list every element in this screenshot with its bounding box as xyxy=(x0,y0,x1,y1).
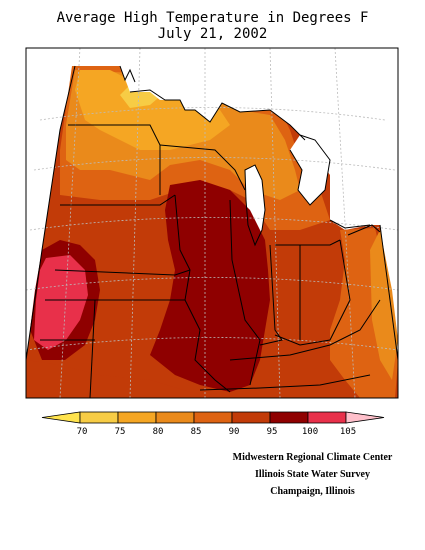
legend-tick-label: 105 xyxy=(340,427,356,437)
temp-zone-80-east xyxy=(370,230,398,380)
legend-tick-label: 95 xyxy=(267,427,278,437)
credit-line-3: Champaign, Illinois xyxy=(270,486,355,497)
credit-line-1: Midwestern Regional Climate Center xyxy=(232,452,393,463)
coastlines xyxy=(119,65,371,247)
legend-swatch xyxy=(307,411,347,424)
legend-swatch xyxy=(41,411,81,424)
temp-zone-95 xyxy=(150,180,270,392)
legend-swatch xyxy=(79,411,119,424)
legend-swatch xyxy=(117,411,157,424)
lake-superior xyxy=(120,66,330,150)
legend-tick-label: 90 xyxy=(229,427,240,437)
legend-swatch xyxy=(155,411,195,424)
legend-swatch xyxy=(231,411,271,424)
legend-tick-label: 80 xyxy=(153,427,164,437)
credit-line-2: Illinois State Water Survey xyxy=(255,469,370,480)
legend-labels: 70 75 80 85 90 95 100 105 xyxy=(77,427,357,437)
legend-tick-label: 100 xyxy=(302,427,318,437)
legend-swatch xyxy=(345,411,385,424)
map-date: July 21, 2002 xyxy=(157,26,268,42)
legend-color-bar xyxy=(41,411,385,424)
legend-swatch xyxy=(269,411,309,424)
legend-tick-label: 75 xyxy=(115,427,126,437)
legend-swatch xyxy=(193,411,233,424)
map-frame xyxy=(25,47,399,399)
lake-huron xyxy=(290,135,330,205)
eastern-canada xyxy=(320,66,398,230)
state-borders xyxy=(40,124,381,398)
temp-zone-70 xyxy=(75,70,230,150)
temp-zone-100 xyxy=(34,255,88,350)
legend-tick-label: 85 xyxy=(191,427,202,437)
legend-tick-label: 70 xyxy=(77,427,88,437)
legend: 70 75 80 85 90 95 100 105 xyxy=(41,411,385,437)
map-title: Average High Temperature in Degrees F xyxy=(56,10,369,26)
temp-zone-90-south xyxy=(26,360,360,398)
